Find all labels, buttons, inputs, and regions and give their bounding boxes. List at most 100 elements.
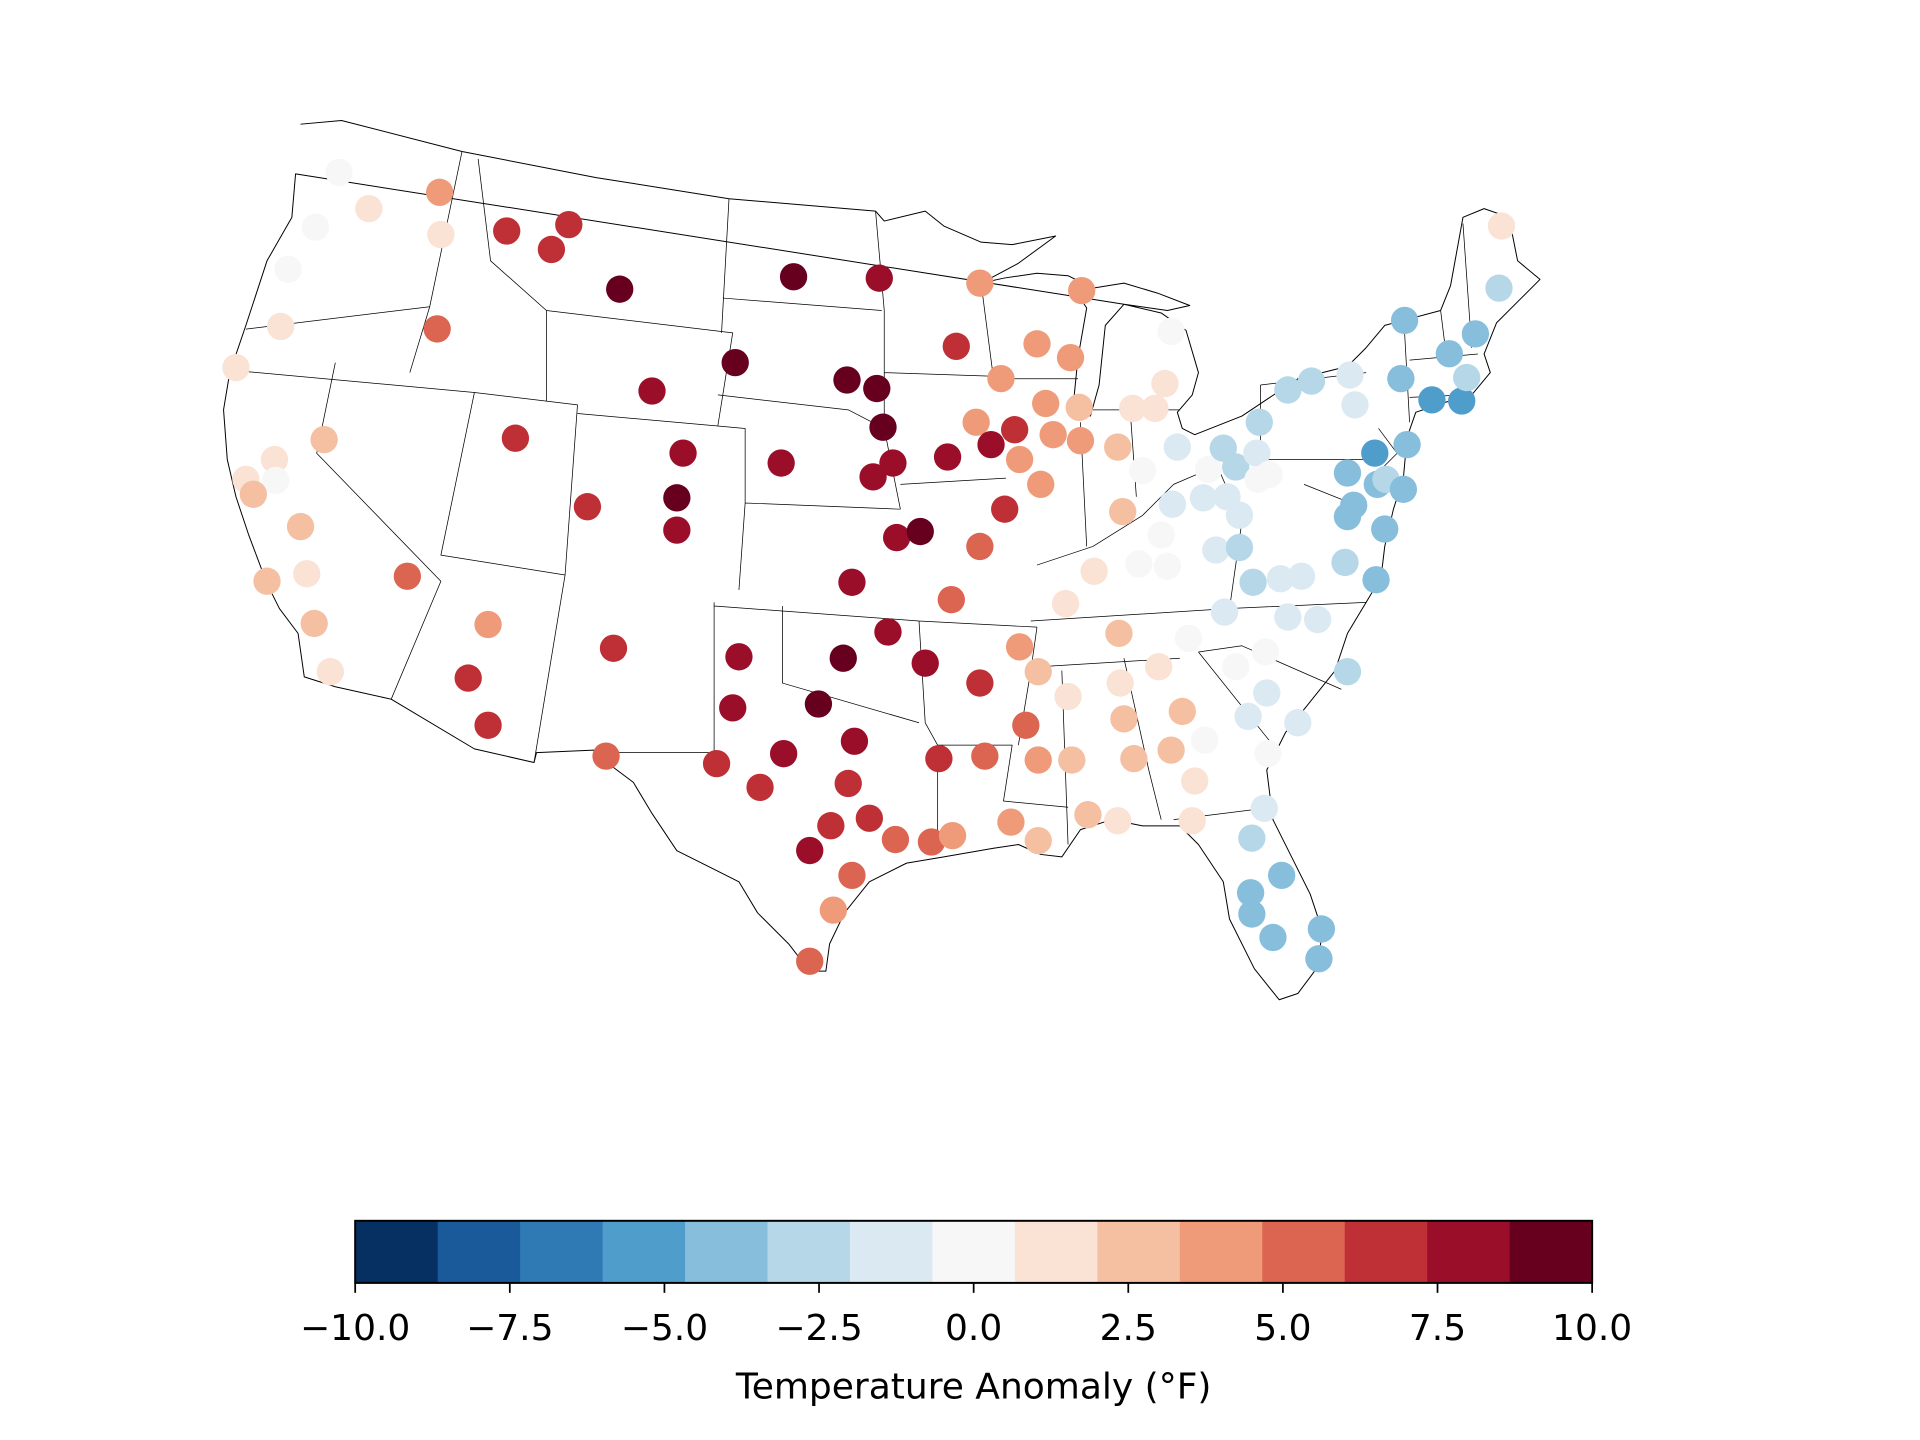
colorbar-tick-label: 5.0 xyxy=(1254,1308,1311,1349)
colorbar-tick-label: 0.0 xyxy=(945,1308,1002,1349)
station-dot xyxy=(977,430,1005,459)
station-dot xyxy=(293,560,321,588)
station-dot xyxy=(1485,274,1513,302)
station-dot xyxy=(863,374,891,403)
station-dot xyxy=(393,562,422,590)
station-dot xyxy=(253,567,281,595)
station-dot xyxy=(1024,658,1052,686)
station-dot xyxy=(1032,389,1060,418)
station-dot xyxy=(859,463,887,491)
station-dot xyxy=(1023,330,1051,358)
station-dot xyxy=(838,861,866,890)
station-dot xyxy=(1251,638,1280,666)
station-dot xyxy=(310,425,338,454)
station-dot xyxy=(427,220,455,249)
station-dot xyxy=(1065,393,1093,422)
station-dot xyxy=(1266,565,1295,593)
station-dot xyxy=(1287,562,1316,590)
station-dot xyxy=(937,586,965,614)
station-dot xyxy=(933,443,962,471)
station-dot xyxy=(606,275,634,303)
station-dot xyxy=(917,828,946,856)
station-dot xyxy=(1371,515,1399,543)
station-dot xyxy=(962,408,990,436)
station-dot xyxy=(855,804,884,832)
station-dot xyxy=(1284,709,1312,737)
station-dot xyxy=(1222,653,1250,681)
station-dot xyxy=(1104,433,1132,461)
station-dot xyxy=(355,194,383,223)
station-dot xyxy=(987,364,1015,393)
station-dot xyxy=(1435,340,1463,368)
station-dot xyxy=(865,264,893,292)
station-dot xyxy=(1024,826,1052,855)
colorbar-segment xyxy=(1014,1220,1098,1283)
station-dot xyxy=(725,643,753,671)
station-dot xyxy=(767,449,795,477)
station-dot xyxy=(1118,394,1147,423)
station-dot xyxy=(274,255,302,283)
station-dot xyxy=(942,332,970,360)
station-dot xyxy=(1238,900,1266,928)
station-dot xyxy=(966,269,994,297)
station-dot xyxy=(325,158,353,187)
station-dot xyxy=(840,727,869,755)
station-dot xyxy=(1104,807,1132,835)
station-dot xyxy=(1051,589,1080,618)
colorbar: −10.0 −7.5 −5.0 −2.5 0.0 2.5 5.0 7.5 10.0 xyxy=(300,1219,1632,1349)
station-dot xyxy=(1194,455,1223,484)
station-dot xyxy=(874,618,902,646)
station-dot xyxy=(1259,923,1287,952)
station-dot xyxy=(1174,624,1203,653)
station-dot xyxy=(817,812,845,840)
station-dot xyxy=(1106,669,1134,697)
colorbar-tick-label: 2.5 xyxy=(1100,1308,1157,1349)
station-dot xyxy=(1274,603,1302,631)
station-dot xyxy=(779,263,808,291)
colorbar-segment xyxy=(849,1220,934,1283)
station-dot xyxy=(911,649,939,677)
station-dot xyxy=(1307,915,1336,943)
station-dot xyxy=(267,312,295,341)
station-dot xyxy=(1234,702,1262,731)
colorbar-tick-label: −5.0 xyxy=(621,1308,708,1349)
station-dot xyxy=(423,315,451,343)
station-dot xyxy=(938,821,967,850)
station-dot xyxy=(1305,945,1333,973)
station-dot xyxy=(1239,568,1267,596)
station-dot xyxy=(222,353,250,382)
station-dot xyxy=(316,658,345,686)
colorbar-tick-label: 7.5 xyxy=(1409,1308,1466,1349)
station-dot xyxy=(906,517,934,546)
station-dot xyxy=(796,947,824,975)
station-dot xyxy=(1331,548,1359,577)
station-dot xyxy=(1253,679,1281,707)
station-dot xyxy=(1058,746,1086,774)
station-dot xyxy=(1181,767,1209,795)
station-dot xyxy=(1005,633,1034,661)
colorbar-segment xyxy=(1509,1220,1593,1283)
station-dot xyxy=(1068,276,1096,305)
station-dot xyxy=(883,523,911,552)
station-dot xyxy=(881,825,910,854)
station-dot xyxy=(1024,746,1052,774)
station-dot xyxy=(796,836,824,865)
station-dot xyxy=(474,610,502,639)
station-dot xyxy=(239,480,268,508)
colorbar-segment xyxy=(1179,1220,1263,1283)
colorbar-segment xyxy=(1344,1220,1428,1283)
station-dot xyxy=(1056,344,1085,372)
station-dot xyxy=(1080,557,1108,585)
station-dot xyxy=(1141,394,1169,423)
station-dot xyxy=(1448,387,1476,415)
station-dot xyxy=(1128,456,1157,485)
station-dot xyxy=(833,366,861,394)
colorbar-segment xyxy=(437,1220,521,1283)
colorbar-segment xyxy=(1262,1220,1346,1283)
station-dot xyxy=(1109,498,1137,526)
colorbar-tick-label: −2.5 xyxy=(775,1308,862,1349)
station-dot xyxy=(721,348,749,377)
station-dot xyxy=(925,744,953,773)
station-dot xyxy=(1054,682,1082,711)
